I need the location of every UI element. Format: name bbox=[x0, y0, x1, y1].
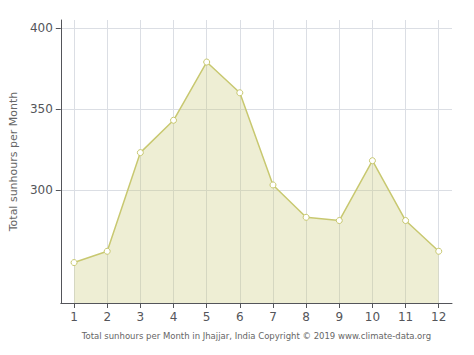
svg-text:11: 11 bbox=[398, 310, 413, 324]
svg-text:2: 2 bbox=[103, 310, 111, 324]
svg-text:12: 12 bbox=[431, 310, 446, 324]
svg-text:3: 3 bbox=[137, 310, 145, 324]
svg-text:5: 5 bbox=[203, 310, 211, 324]
svg-text:300: 300 bbox=[30, 183, 53, 197]
svg-text:7: 7 bbox=[269, 310, 277, 324]
svg-text:400: 400 bbox=[30, 21, 53, 35]
svg-text:4: 4 bbox=[170, 310, 178, 324]
svg-text:6: 6 bbox=[236, 310, 244, 324]
svg-text:1: 1 bbox=[70, 310, 78, 324]
svg-text:350: 350 bbox=[30, 102, 53, 116]
svg-text:9: 9 bbox=[335, 310, 343, 324]
svg-text:10: 10 bbox=[365, 310, 380, 324]
svg-text:8: 8 bbox=[302, 310, 310, 324]
svg-text:Total sunhours per Month in Jh: Total sunhours per Month in Jhajjar, Ind… bbox=[81, 331, 431, 341]
svg-text:Total sunhours per Month: Total sunhours per Month bbox=[7, 92, 20, 233]
